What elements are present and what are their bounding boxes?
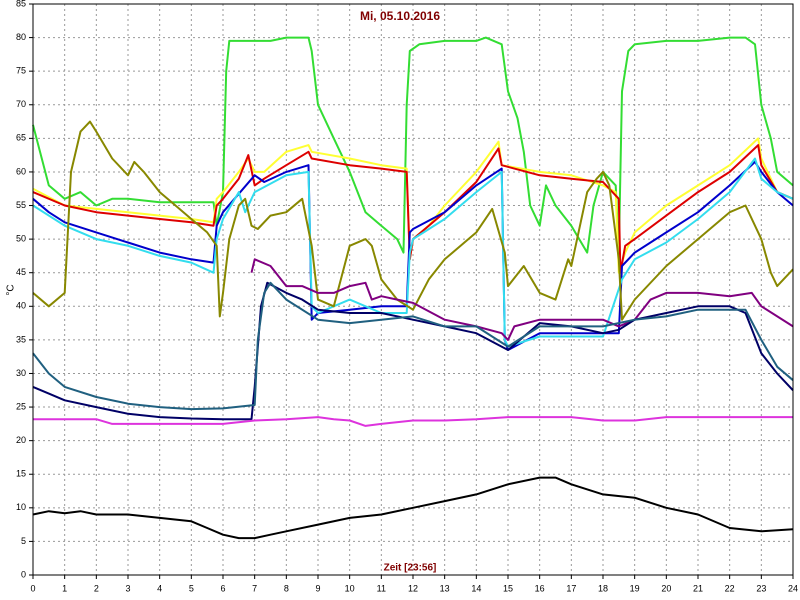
plot-frame (32, 3, 794, 576)
series-line (250, 258, 794, 341)
x-tick-label: 17 (566, 583, 576, 593)
y-tick-label: 10 (16, 502, 26, 512)
y-tick-label: 30 (16, 368, 26, 378)
x-tick-label: 13 (440, 583, 450, 593)
y-tick-label: 80 (16, 32, 26, 42)
x-axis-label: Zeit [23:56] (384, 563, 437, 574)
y-tick-label: 35 (16, 334, 26, 344)
y-tick-label: 15 (16, 469, 26, 479)
y-tick-label: 60 (16, 166, 26, 176)
x-tick-label: 14 (471, 583, 481, 593)
x-tick-label: 3 (125, 583, 130, 593)
y-tick-label: 85 (16, 0, 26, 8)
x-tick-label: 7 (252, 583, 257, 593)
y-axis-label: °C (6, 284, 17, 295)
y-tick-label: 70 (16, 99, 26, 109)
x-tick-label: 11 (377, 583, 386, 593)
series-line (32, 120, 794, 321)
chart-title: Mi, 05.10.2016 (360, 9, 440, 23)
x-tick-label: 4 (157, 583, 162, 593)
x-tick-label: 23 (756, 583, 766, 593)
x-tick-label: 12 (408, 583, 418, 593)
x-tick-label: 9 (315, 583, 320, 593)
x-tick-label: 21 (693, 583, 703, 593)
y-tick-label: 65 (16, 133, 26, 143)
y-tick-label: 50 (16, 233, 26, 243)
x-tick-label: 15 (503, 583, 513, 593)
plot-lines (32, 36, 794, 540)
x-tick-label: 5 (189, 583, 194, 593)
y-tick-label: 5 (21, 536, 26, 546)
series-line (32, 157, 794, 348)
x-tick-label: 18 (598, 583, 608, 593)
series-line (32, 476, 794, 540)
x-tick-label: 22 (725, 583, 735, 593)
series-line (32, 281, 794, 411)
series-line (32, 281, 794, 421)
x-tick-label: 0 (30, 583, 35, 593)
y-tick-label: 20 (16, 435, 26, 445)
y-tick-label: 45 (16, 267, 26, 277)
y-tick-label: 75 (16, 66, 26, 76)
x-tick-label: 10 (345, 583, 355, 593)
x-tick-label: 8 (284, 583, 289, 593)
series-line (32, 160, 794, 351)
x-tick-label: 19 (630, 583, 640, 593)
x-tick-label: 6 (220, 583, 225, 593)
x-tick-label: 2 (94, 583, 99, 593)
y-tick-label: 25 (16, 401, 26, 411)
y-tick-label: 0 (21, 569, 26, 579)
y-tick-label: 55 (16, 200, 26, 210)
y-tick-label: 40 (16, 301, 26, 311)
x-tick-label: 16 (535, 583, 545, 593)
x-tick-label: 1 (62, 583, 67, 593)
x-tick-label: 20 (661, 583, 671, 593)
x-tick-label: 24 (788, 583, 798, 593)
series-line (33, 416, 793, 427)
